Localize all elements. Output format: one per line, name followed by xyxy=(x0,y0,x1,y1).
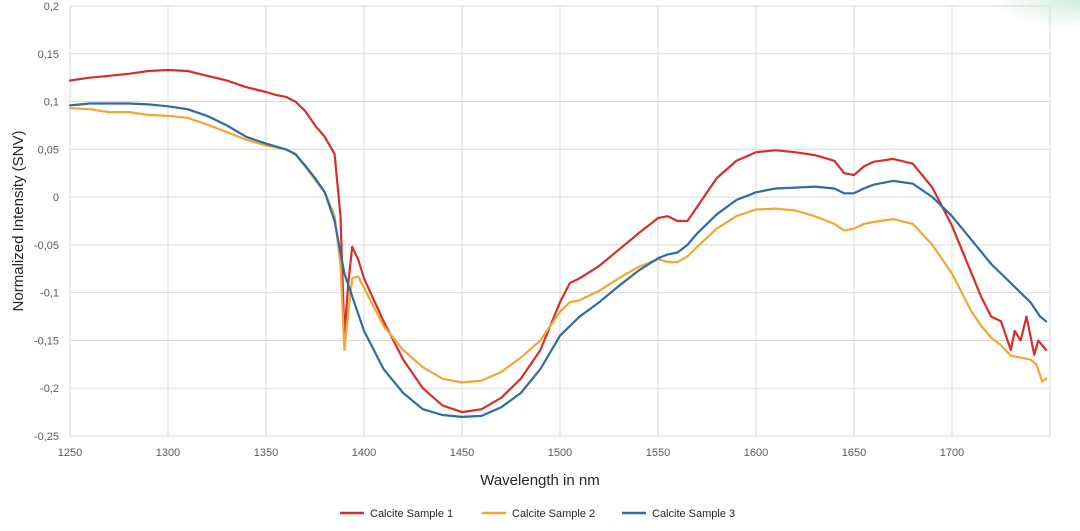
legend-label: Calcite Sample 2 xyxy=(512,508,595,520)
corner-glow xyxy=(990,0,1080,30)
y-tick-label: -0,1 xyxy=(40,288,59,300)
x-tick-label: 1500 xyxy=(548,447,572,459)
legend-item-2: Calcite Sample 2 xyxy=(482,508,595,520)
series-lines xyxy=(68,68,1048,418)
y-tick-label: 0,2 xyxy=(44,1,59,13)
x-tick-label: 1400 xyxy=(352,447,376,459)
legend-label: Calcite Sample 1 xyxy=(370,508,453,520)
x-tick-label: 1600 xyxy=(744,447,768,459)
x-tick-label: 1700 xyxy=(940,447,964,459)
x-tick-label: 1300 xyxy=(156,447,180,459)
series-line-3 xyxy=(68,102,1048,418)
x-axis-ticks: 1250 1300 1350 1400 1450 1500 1550 1600 1650 1700 xyxy=(58,447,964,459)
y-tick-label: 0,1 xyxy=(44,97,59,109)
y-tick-label: 0,15 xyxy=(38,49,59,61)
legend: Calcite Sample 1 Calcite Sample 2 Calcite … xyxy=(340,508,735,520)
x-tick-label: 1550 xyxy=(646,447,670,459)
series-line-1 xyxy=(68,68,1048,414)
y-tick-label: -0,05 xyxy=(34,240,59,252)
y-tick-label: -0,25 xyxy=(34,431,59,443)
gridlines xyxy=(69,5,1051,437)
y-tick-label: -0,2 xyxy=(40,383,59,395)
legend-label: Calcite Sample 3 xyxy=(652,508,735,520)
x-axis-title: Wavelength in nm xyxy=(480,472,600,489)
y-tick-label: 0 xyxy=(53,192,59,204)
x-tick-label: 1450 xyxy=(450,447,474,459)
x-tick-label: 1350 xyxy=(254,447,278,459)
legend-item-3: Calcite Sample 3 xyxy=(622,508,735,520)
y-axis-title: Normalized Intensity (SNV) xyxy=(10,131,27,312)
y-tick-label: 0,05 xyxy=(38,144,59,156)
x-tick-label: 1250 xyxy=(58,447,82,459)
y-tick-label: -0,15 xyxy=(34,335,59,347)
x-tick-label: 1650 xyxy=(842,447,866,459)
y-axis-ticks: 0,2 0,15 0,1 0,05 0 -0,05 -0,1 -0,15 -0,2 -0,25 xyxy=(34,1,59,443)
legend-item-1: Calcite Sample 1 xyxy=(340,508,453,520)
